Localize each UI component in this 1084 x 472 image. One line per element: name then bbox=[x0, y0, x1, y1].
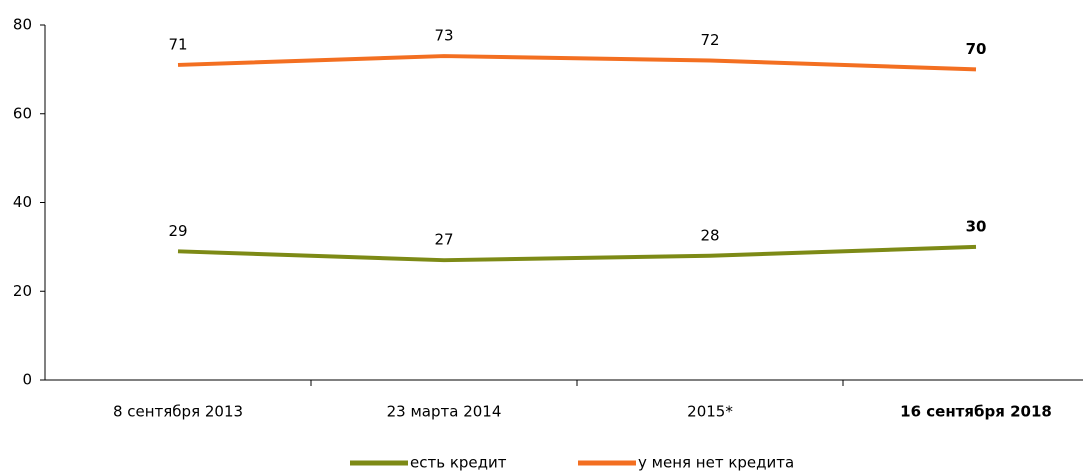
x-tick-label: 8 сентября 2013 bbox=[113, 403, 243, 421]
data-label: 28 bbox=[700, 226, 719, 244]
data-label: 30 bbox=[966, 217, 987, 235]
series-line bbox=[177, 54, 977, 72]
x-tick-label: 2015* bbox=[687, 403, 733, 421]
legend-label: у меня нет кредита bbox=[638, 454, 794, 472]
x-tick-label: 16 сентября 2018 bbox=[900, 403, 1052, 421]
series-line bbox=[177, 244, 977, 263]
y-tick-label: 80 bbox=[13, 16, 32, 34]
y-tick-label: 0 bbox=[22, 371, 32, 389]
data-label: 27 bbox=[434, 231, 453, 249]
y-tick-label: 40 bbox=[13, 193, 32, 211]
data-label: 29 bbox=[168, 222, 187, 240]
y-tick-label: 20 bbox=[13, 282, 32, 300]
legend-label: есть кредит bbox=[410, 454, 507, 472]
data-label: 73 bbox=[434, 27, 453, 45]
data-label: 70 bbox=[966, 40, 987, 58]
data-label: 71 bbox=[168, 35, 187, 53]
data-label: 72 bbox=[700, 31, 719, 49]
x-tick-label: 23 марта 2014 bbox=[387, 403, 502, 421]
y-tick-label: 60 bbox=[13, 104, 32, 122]
